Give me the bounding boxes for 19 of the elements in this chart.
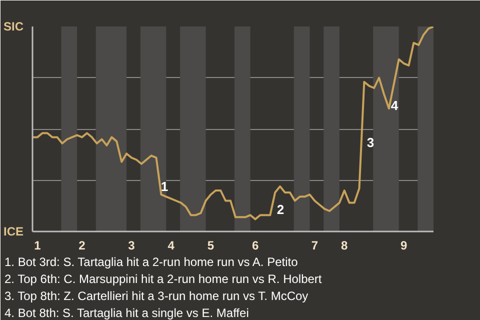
text: 3. Top 8th: Z. Cartellieri hit a 3-run home run vs T. McCoy: [4, 289, 308, 303]
x-tick-label: 9: [400, 238, 408, 252]
x-tick-label: 5: [207, 238, 214, 252]
text: 2. Top 6th: C. Marsuppini hit a 2-run home run vs R. Holbert: [4, 272, 322, 286]
annotation: 1: [160, 179, 168, 194]
x-tick-label: 8: [341, 238, 348, 252]
x-tick-label: 4: [168, 238, 175, 252]
x-tick-label: 1: [34, 238, 42, 252]
x-tick-label: 7: [311, 238, 318, 252]
text: 1. Bot 3rd: S. Tartaglia hit a 2-run home run vs A. Petito: [4, 255, 298, 269]
text: 4. Bot 8th: S. Tartaglia hit a single vs E. Maffei: [4, 306, 249, 320]
text: ICE: [3, 224, 24, 238]
x-tick-label: 6: [252, 238, 259, 252]
x-tick-label: 3: [128, 238, 136, 252]
annotation: 3: [366, 135, 374, 150]
x-tick-label: 2: [78, 238, 86, 252]
annotation: 4: [390, 98, 399, 113]
text: SIC: [3, 20, 24, 34]
annotation: 2: [276, 202, 284, 217]
